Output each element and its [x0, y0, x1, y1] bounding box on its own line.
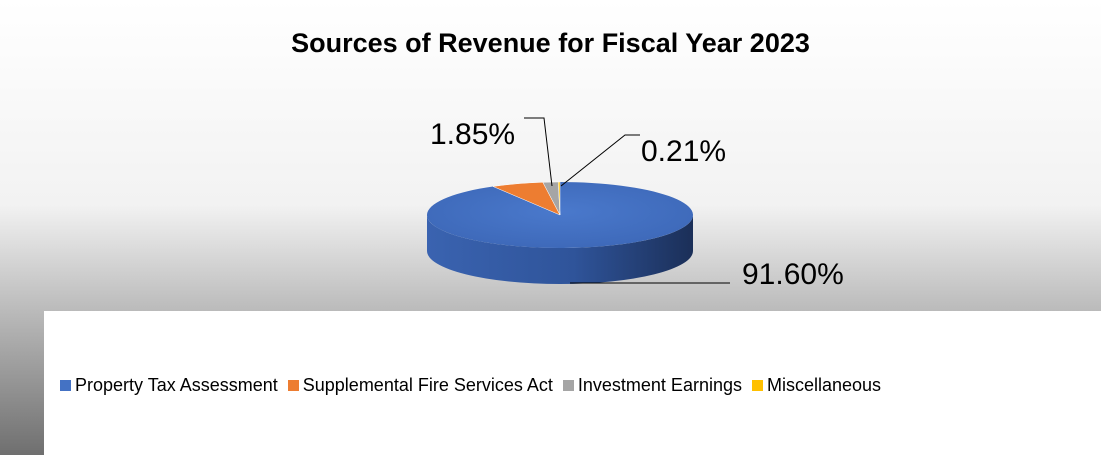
legend-swatch-misc — [751, 379, 763, 391]
legend-swatch-supplemental — [287, 379, 299, 391]
leader-line-investment — [524, 117, 553, 187]
data-label-misc: 0.21% — [641, 135, 727, 168]
legend: Property Tax Assessment Supplemental Fir… — [60, 373, 881, 397]
legend-swatch-investment — [562, 379, 574, 391]
pie-side — [427, 215, 693, 284]
legend-item-misc: Miscellaneous — [751, 374, 882, 396]
data-label-investment: 1.85% — [430, 118, 516, 151]
legend-label-property: Property Tax Assessment — [75, 374, 278, 395]
data-label-property: 91.60% — [742, 258, 844, 291]
legend-label-misc: Miscellaneous — [766, 374, 882, 395]
chart-title: Sources of Revenue for Fiscal Year 2023 — [291, 28, 810, 58]
legend-item-investment: Investment Earnings — [562, 374, 742, 396]
legend-item-property: Property Tax Assessment — [60, 375, 278, 396]
legend-label-supplemental: Supplemental Fire Services Act — [302, 374, 553, 395]
legend-item-supplemental: Supplemental Fire Services Act — [287, 374, 553, 396]
leader-line-misc — [560, 134, 640, 187]
pie-slice-misc — [557, 181, 561, 216]
legend-label-investment: Investment Earnings — [577, 374, 742, 395]
legend-swatch-property — [60, 379, 71, 391]
